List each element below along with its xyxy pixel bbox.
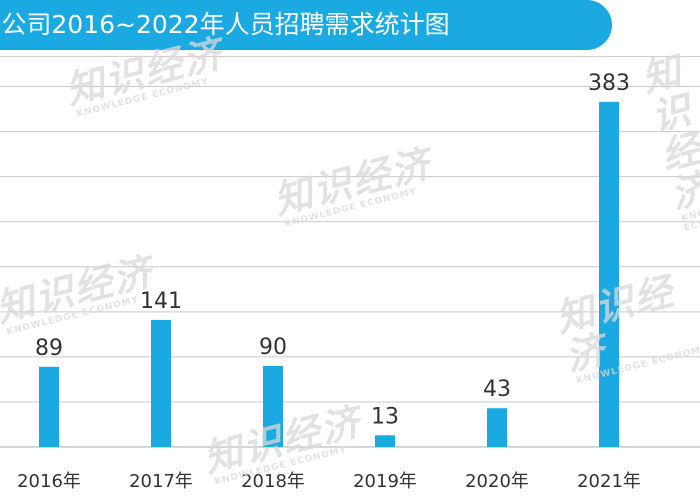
data-label: 43	[483, 377, 511, 402]
data-label: 141	[140, 289, 182, 314]
chart-title: J公司2016~2022年人员招聘需求统计图	[0, 10, 450, 39]
data-label: 13	[371, 404, 399, 429]
data-label: 383	[588, 71, 630, 96]
data-label: 90	[259, 335, 287, 360]
bar	[39, 366, 59, 447]
data-label: 89	[35, 336, 63, 361]
x-tick-label: 2017年	[129, 471, 193, 492]
x-tick-label: 2018年	[241, 471, 305, 492]
x-tick-label: 2021年	[577, 471, 641, 492]
bar	[487, 408, 507, 447]
x-tick-label: 2019年	[353, 471, 417, 492]
bar	[151, 319, 171, 447]
bar	[375, 435, 395, 447]
title-banner: J公司2016~2022年人员招聘需求统计图	[0, 0, 612, 50]
x-tick-label: 2020年	[465, 471, 529, 492]
bar	[599, 101, 619, 447]
title-divider	[0, 56, 700, 57]
bar	[263, 365, 283, 447]
x-tick-label: 2016年	[17, 471, 81, 492]
